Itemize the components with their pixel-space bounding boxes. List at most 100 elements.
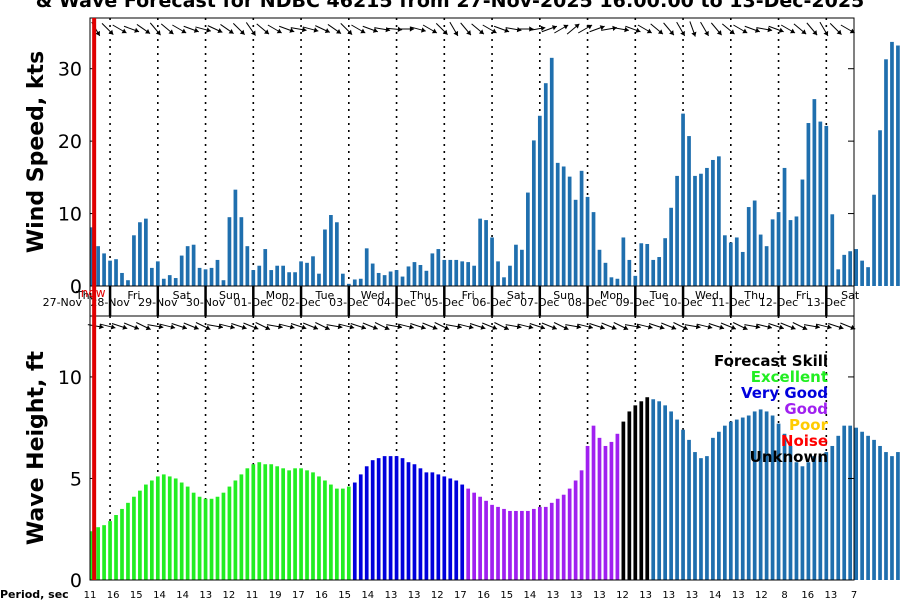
wave-direction-arrow bbox=[613, 322, 629, 331]
wind-direction-arrow bbox=[172, 24, 187, 34]
wind-direction-arrow bbox=[315, 25, 331, 34]
wind-bar bbox=[185, 246, 190, 286]
wave-bar bbox=[830, 445, 835, 580]
wave-bar bbox=[537, 506, 542, 580]
wind-bar bbox=[418, 264, 423, 286]
wave-direction-arrow bbox=[350, 323, 367, 330]
date-label: 13-Dec bbox=[807, 296, 846, 309]
wind-bar bbox=[836, 269, 841, 286]
wave-direction-arrow bbox=[744, 324, 761, 330]
date-label: 09-Dec bbox=[616, 296, 655, 309]
wind-direction-arrow bbox=[435, 22, 448, 36]
wind-direction-arrow bbox=[637, 24, 653, 34]
wave-direction-arrow bbox=[494, 322, 510, 331]
wind-bar bbox=[531, 140, 536, 286]
wind-bar bbox=[824, 125, 829, 287]
wave-direction-arrow bbox=[195, 322, 211, 331]
wave-bar bbox=[257, 462, 262, 580]
wind-bar bbox=[209, 267, 214, 286]
wave-bar bbox=[633, 405, 638, 580]
wind-bar bbox=[191, 244, 196, 286]
wind-bar bbox=[484, 220, 488, 286]
wind-bar bbox=[800, 179, 805, 286]
wind-bar bbox=[448, 259, 453, 286]
wave-bar bbox=[639, 401, 644, 580]
wave-bar bbox=[621, 421, 626, 580]
wind-bar bbox=[376, 272, 381, 286]
wind-bar bbox=[502, 277, 506, 286]
wave-bar bbox=[382, 456, 387, 580]
wind-direction-arrow bbox=[482, 24, 497, 34]
wave-bar bbox=[872, 439, 876, 580]
wind-direction-arrow bbox=[123, 25, 140, 33]
day-label: Thu bbox=[743, 289, 765, 302]
day-label: Sat bbox=[841, 289, 860, 302]
wave-bar bbox=[490, 504, 494, 580]
date-label: 05-Dec bbox=[425, 296, 464, 309]
wave-bar bbox=[591, 425, 596, 580]
wind-bar bbox=[335, 222, 339, 286]
wind-direction-arrow bbox=[529, 25, 546, 31]
wave-direction-arrow bbox=[255, 322, 271, 331]
wind-direction-arrow bbox=[136, 24, 151, 34]
wave-bar bbox=[520, 510, 524, 580]
wind-bar bbox=[173, 278, 178, 286]
wind-bar bbox=[287, 272, 291, 286]
wind-bar bbox=[722, 235, 727, 286]
wind-bar bbox=[508, 265, 512, 286]
wind-bar bbox=[651, 259, 656, 286]
day-label: Sun bbox=[219, 289, 240, 302]
wave-direction-arrow bbox=[303, 322, 319, 330]
date-label: 12-Dec bbox=[759, 296, 798, 309]
period-tick: 13 bbox=[824, 590, 837, 600]
wave-bar bbox=[114, 515, 118, 580]
wind-bar bbox=[460, 261, 465, 286]
wave-bar bbox=[96, 527, 100, 580]
wave-bar bbox=[866, 435, 870, 580]
wind-bar bbox=[752, 200, 757, 286]
legend-item: Very Good bbox=[741, 384, 828, 402]
date-label: 08-Dec bbox=[568, 296, 607, 309]
period-tick: 12 bbox=[616, 590, 629, 600]
day-label: Thu bbox=[409, 289, 431, 302]
wind-bar bbox=[872, 194, 876, 286]
wave-direction-arrow bbox=[577, 323, 594, 330]
wave-bar bbox=[812, 456, 817, 580]
wind-bar bbox=[526, 192, 530, 286]
legend-item: Unknown bbox=[750, 448, 828, 466]
period-tick: 7 bbox=[851, 590, 857, 600]
wind-direction-arrow bbox=[793, 23, 807, 35]
wind-bar bbox=[740, 251, 745, 286]
wave-direction-arrow bbox=[111, 323, 128, 330]
period-tick: 12 bbox=[755, 590, 768, 600]
wind-bar bbox=[221, 280, 226, 286]
day-label: Fri bbox=[127, 289, 140, 302]
wind-bar bbox=[520, 249, 524, 286]
wind-bar bbox=[394, 270, 399, 286]
wind-bar bbox=[340, 273, 345, 286]
wind-bar bbox=[120, 272, 124, 286]
wind-bar bbox=[263, 249, 268, 286]
day-label: Sat bbox=[507, 289, 526, 302]
wind-y-tick-label: 10 bbox=[58, 204, 82, 226]
wave-bar bbox=[663, 405, 667, 580]
wave-y-tick-label: 5 bbox=[70, 468, 82, 490]
wave-bar bbox=[102, 525, 106, 580]
wind-direction-arrow bbox=[819, 21, 829, 37]
chart-title: & Wave Forecast for NDBC 46215 from 27-N… bbox=[36, 0, 865, 12]
wind-bar bbox=[496, 261, 500, 286]
wave-direction-arrow bbox=[768, 323, 784, 330]
day-label: Fri bbox=[462, 289, 475, 302]
period-tick: 13 bbox=[570, 590, 583, 600]
period-tick: 15 bbox=[500, 590, 513, 600]
wind-bar bbox=[848, 251, 853, 286]
day-label: Mon bbox=[266, 289, 289, 302]
wave-direction-arrow bbox=[636, 323, 653, 330]
wave-bar bbox=[788, 445, 793, 580]
wind-bar bbox=[197, 267, 202, 286]
wave-bar bbox=[317, 476, 321, 580]
wave-bar bbox=[555, 498, 560, 580]
wind-direction-arrow bbox=[362, 25, 378, 33]
wind-bar bbox=[675, 175, 679, 286]
